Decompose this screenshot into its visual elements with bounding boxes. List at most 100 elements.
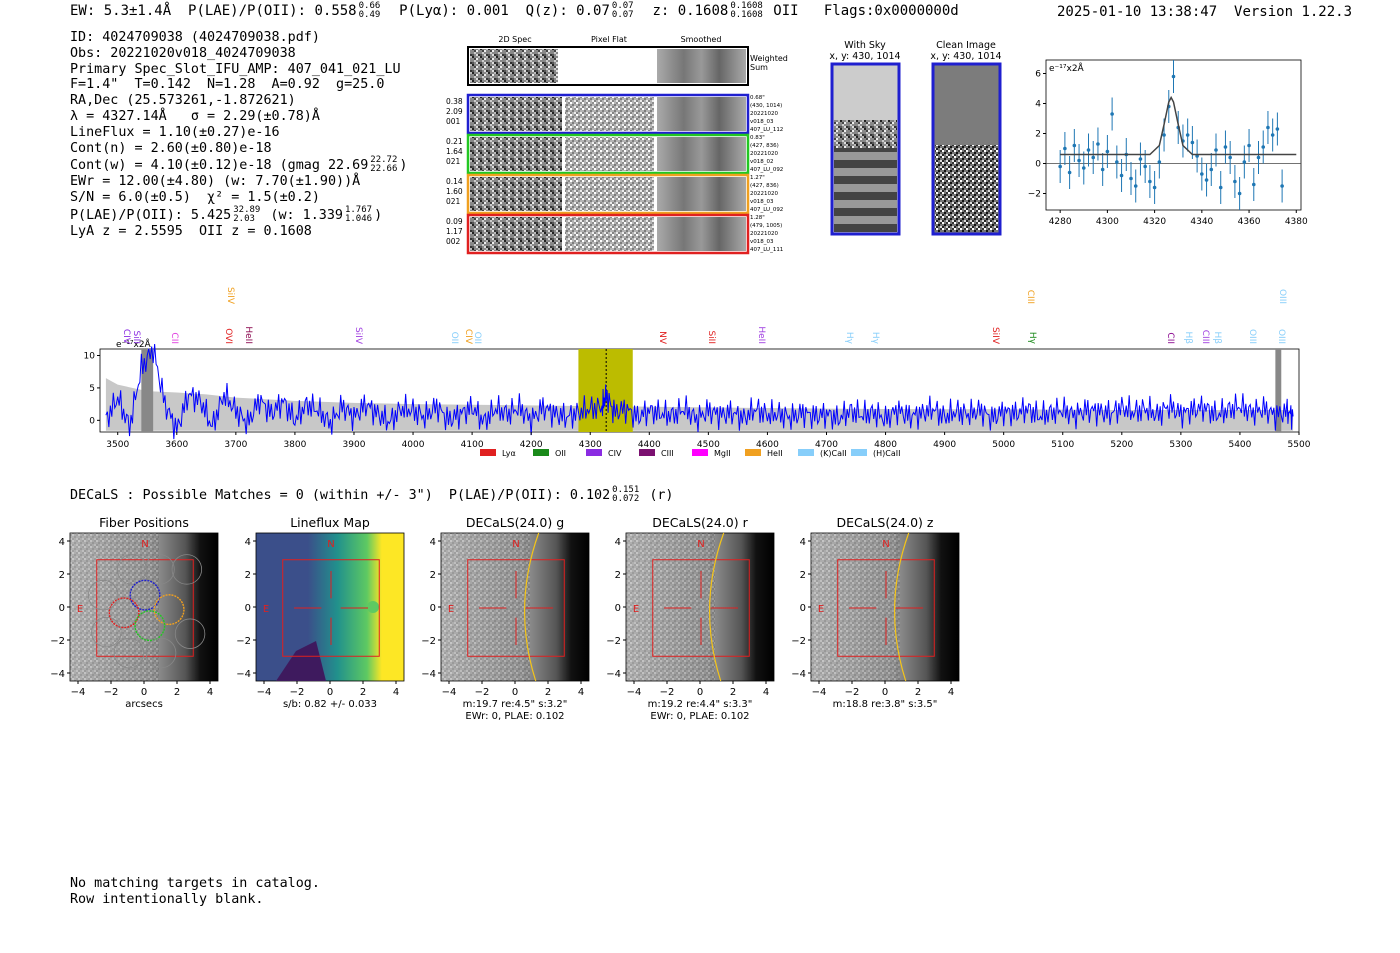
cutout-left-label: 1.64 — [446, 147, 463, 156]
zoom-point — [1171, 74, 1176, 79]
spectrum-line-label: HeII — [243, 326, 253, 344]
zoom-ytick-label: 2 — [1035, 130, 1041, 140]
cutout-right-label: 20221020 — [750, 151, 778, 157]
panel-xtick-label: −2 — [660, 687, 675, 698]
panel-title: DECaLS(24.0) z — [837, 515, 934, 530]
cutout-right-label: (427, 836) — [750, 183, 779, 189]
zoom-point — [1223, 145, 1228, 149]
detection-info: ID: 4024709038 (4024709038.pdf) Obs: 2022… — [70, 30, 407, 240]
panel-xlabel: s/b: 0.82 +/- 0.033 — [283, 699, 377, 710]
zoom-model-fit — [1060, 95, 1297, 156]
clean-image-xy: x, y: 430, 1014 — [930, 51, 1001, 62]
zoom-point — [1119, 173, 1124, 178]
spectrum-masked-region — [141, 349, 154, 432]
flags-value: Flags:0x0000000d — [823, 3, 959, 19]
zoom-point — [1138, 157, 1143, 161]
panel-xtick-label: 2 — [730, 687, 736, 698]
info-contw: Cont(w) = 4.10(±0.12)e-18 (gmag 22.69 22.… — [70, 155, 408, 175]
cutout-right-label: (427, 836) — [750, 143, 779, 149]
cutout-left-label: 1.60 — [446, 187, 463, 196]
north-label: N — [141, 539, 148, 550]
cutout-right-label: 407_LU_112 — [750, 127, 783, 133]
lineflux-peak — [367, 601, 379, 613]
panel-xtick-label: −2 — [104, 687, 119, 698]
cutout-left-label: 0.14 — [446, 177, 463, 186]
north-label: N — [697, 539, 704, 550]
info-lyaz: LyA z = 2.5595 OII z = 0.1608 — [70, 223, 312, 239]
legend-swatch — [798, 449, 814, 456]
z-lo: 0.1608 — [730, 10, 763, 20]
spectrum-xtick-label: 4300 — [579, 440, 602, 450]
fiber-circle — [153, 594, 185, 626]
info-spec: Primary Spec_Slot_IFU_AMP: 407_041_021_L… — [70, 61, 401, 77]
zoom-point — [1110, 112, 1114, 116]
panel-xtick-label: 2 — [360, 687, 366, 698]
fiber-circle — [113, 637, 145, 669]
cutout-right-label: v018_03 — [750, 199, 774, 205]
z-line: OII — [773, 3, 799, 19]
spectrum-xtick-label: 3500 — [106, 440, 129, 450]
panel-ytick-label: 4 — [615, 537, 621, 548]
panel-ytick-label: −4 — [236, 669, 251, 680]
panel-xtick-label: 4 — [763, 687, 769, 698]
sky-noise-band — [834, 120, 897, 148]
panel-xlabel: m:18.8 re:3.8" s:3.5" — [833, 699, 938, 710]
cutout-2d — [470, 97, 562, 131]
zoom-ytick-label: 0 — [1035, 160, 1041, 170]
panel-title: Fiber Positions — [99, 515, 189, 530]
zoom-point — [1185, 133, 1190, 137]
zoom-point — [1204, 178, 1209, 182]
cutout-2d — [470, 217, 562, 251]
panel-xlabel: m:19.2 re:4.4" s:3.3" — [648, 699, 753, 710]
cutout-left-label: 021 — [446, 197, 461, 206]
zoom-point — [1129, 176, 1133, 181]
zoom-point — [1072, 143, 1077, 148]
panel-ytick-label: 0 — [615, 603, 621, 614]
decals-summary: DECaLS : Possible Matches = 0 (within +/… — [70, 485, 674, 504]
panel-xtick-label: 0 — [697, 687, 703, 698]
col-smoothed: Smoothed — [681, 35, 722, 44]
cutout-right-label: 0.68" — [750, 95, 765, 101]
panel-xtick-label: −2 — [290, 687, 305, 698]
zoom-point — [1242, 160, 1247, 164]
spectrum-line-label: SiIV — [353, 327, 363, 345]
panel-ytick-label: 2 — [800, 570, 806, 581]
panel-xlabel: m:19.7 re:4.5" s:3.2" — [463, 699, 568, 710]
east-label: E — [633, 604, 639, 615]
fiber-circle — [134, 610, 166, 642]
qz-lo: 0.07 — [611, 10, 634, 20]
zoom-xtick-label: 4280 — [1049, 217, 1072, 227]
info-ewr: EWr = 12.00(±4.80) (w: 7.70(±1.90))Å — [70, 174, 361, 190]
timestamp-version: 2025-01-10 13:38:47 Version 1.22.3 — [1057, 4, 1352, 20]
cutout-right-label: v018_02 — [750, 159, 774, 165]
spectrum-xtick-label: 4900 — [933, 440, 956, 450]
zoom-point — [1251, 182, 1256, 187]
east-label: E — [263, 604, 269, 615]
panel-title: DECaLS(24.0) g — [466, 515, 564, 530]
cutout-right-label: (479, 1005) — [750, 223, 782, 229]
panel-ytick-label: −2 — [791, 636, 806, 647]
cutout-right-label: 1.28" — [750, 215, 765, 221]
zoom-point — [1237, 191, 1242, 196]
spectrum-line-label: Hγ — [844, 332, 854, 345]
panel-xtick-label: −2 — [475, 687, 490, 698]
legend-label: Lyα — [502, 449, 516, 458]
cutout-flat — [565, 217, 654, 251]
cutout-right-label: 0.83" — [750, 135, 765, 141]
cutout-right-label: 1.27" — [750, 175, 765, 181]
panel-ytick-label: 4 — [59, 537, 65, 548]
spectrum-line-label: CIII — [1200, 330, 1210, 344]
clean-image-title: Clean Image — [936, 40, 996, 51]
spectrum-line-label: OIII — [1277, 289, 1287, 304]
panel-title: Lineflux Map — [290, 515, 370, 530]
spectrum-line-label: Hγ — [1027, 332, 1037, 345]
legend-label: CIII — [661, 449, 674, 458]
cutout-smoothed — [657, 97, 746, 131]
zoom-ytick-label: −2 — [1028, 190, 1041, 200]
spectrum-line-label: CIV — [463, 329, 473, 345]
cutout-right-label: 407_LU_092 — [750, 167, 783, 173]
zoom-point — [1077, 158, 1081, 163]
spectrum-xtick-label: 3800 — [283, 440, 306, 450]
panel-ytick-label: −4 — [606, 669, 621, 680]
